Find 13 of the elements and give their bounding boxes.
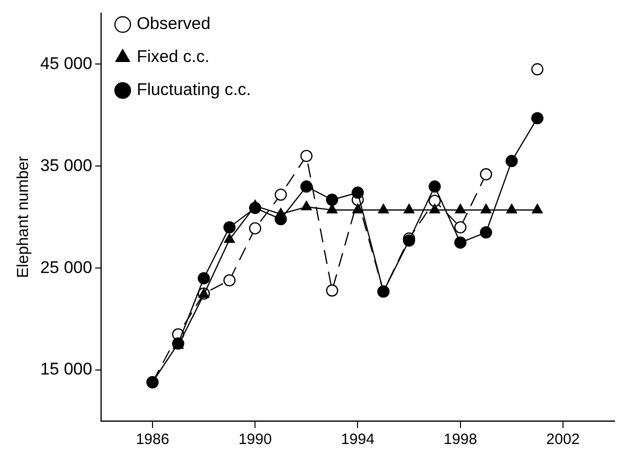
legend-label: Fixed c.c. — [136, 47, 210, 66]
y-tick-label: 35 000 — [40, 156, 92, 175]
y-tick-label: 45 000 — [40, 54, 92, 73]
x-tick-label: 1986 — [136, 431, 170, 448]
legend-label: Observed — [136, 14, 210, 34]
y-axis-title: Elephant number — [15, 156, 32, 278]
y-tick-label: 25 000 — [40, 258, 92, 277]
y-tick-label: 15 000 — [40, 360, 92, 379]
legend-label: Fluctuating c.c. — [136, 80, 252, 100]
x-tick-label: 1990 — [238, 431, 272, 448]
x-tick-label: 1994 — [341, 431, 374, 448]
x-tick-label: 1998 — [444, 431, 478, 448]
x-tick-label: 2002 — [546, 431, 580, 448]
